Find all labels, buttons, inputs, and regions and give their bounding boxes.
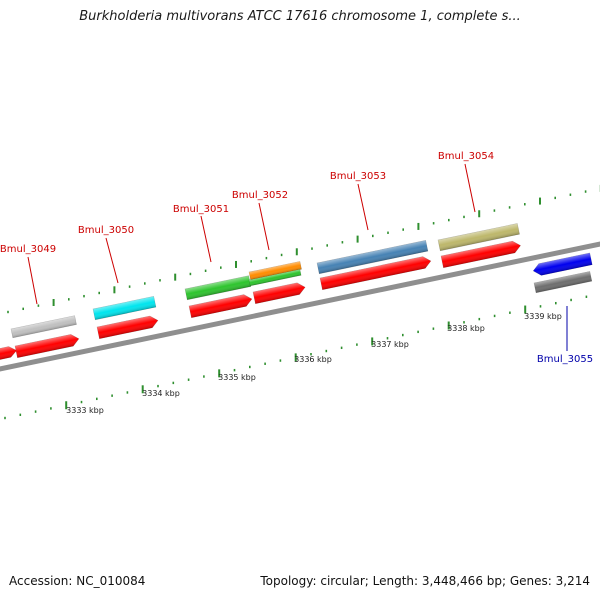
label-leader-line <box>464 163 476 213</box>
scale-label: 3338 kbp <box>447 324 485 333</box>
scale-label: 3333 kbp <box>66 406 104 415</box>
gene-feature[interactable] <box>248 269 302 287</box>
gene-label: Bmul_3051 <box>173 204 229 215</box>
gene-feature[interactable] <box>248 261 302 281</box>
gene-feature[interactable] <box>92 296 157 321</box>
gene-label: Bmul_3052 <box>232 190 288 201</box>
cds-feature[interactable] <box>188 293 253 319</box>
scale-label: 3334 kbp <box>142 389 180 398</box>
scale-label: 3339 kbp <box>524 312 562 321</box>
gene-feature[interactable] <box>533 271 593 294</box>
cds-feature[interactable] <box>319 255 432 291</box>
label-leader-line <box>357 183 369 231</box>
gene-feature[interactable] <box>437 223 520 252</box>
gene-feature[interactable] <box>316 240 429 275</box>
gene-label: Bmul_3050 <box>78 225 134 236</box>
cds-feature[interactable] <box>14 333 80 359</box>
label-leader-line <box>27 256 38 305</box>
topology-summary: Topology: circular; Length: 3,448,466 bp… <box>260 574 590 588</box>
cds-feature[interactable] <box>96 315 159 340</box>
scale-label: 3335 kbp <box>218 373 256 382</box>
scale-label: 3336 kbp <box>294 355 332 364</box>
label-leader-line <box>258 202 270 251</box>
gene-feature[interactable] <box>532 252 593 277</box>
cds-feature[interactable] <box>440 240 522 269</box>
label-leader-line <box>200 215 212 263</box>
cds-feature[interactable] <box>0 345 18 362</box>
lower-scale-track: 3333 kbp 3334 kbp 3335 kbp 3336 kbp 3337 kbp… <box>4 295 588 420</box>
gene-label: Bmul_3049 <box>0 244 56 255</box>
feature-track <box>0 223 593 362</box>
accession-text: Accession: NC_010084 <box>9 574 146 588</box>
gene-label: Bmul_3054 <box>438 151 494 162</box>
cds-feature[interactable] <box>252 281 306 305</box>
gene-label: Bmul_3053 <box>330 171 386 182</box>
upper-tick-track <box>7 184 600 314</box>
gene-label: Bmul_3055 <box>537 354 593 365</box>
scale-label: 3337 kbp <box>371 340 409 349</box>
gene-feature[interactable] <box>10 315 77 339</box>
label-leader-line <box>105 237 119 284</box>
map-title: Burkholderia multivorans ATCC 17616 chro… <box>79 9 521 24</box>
chromosome-backbone <box>0 241 600 372</box>
